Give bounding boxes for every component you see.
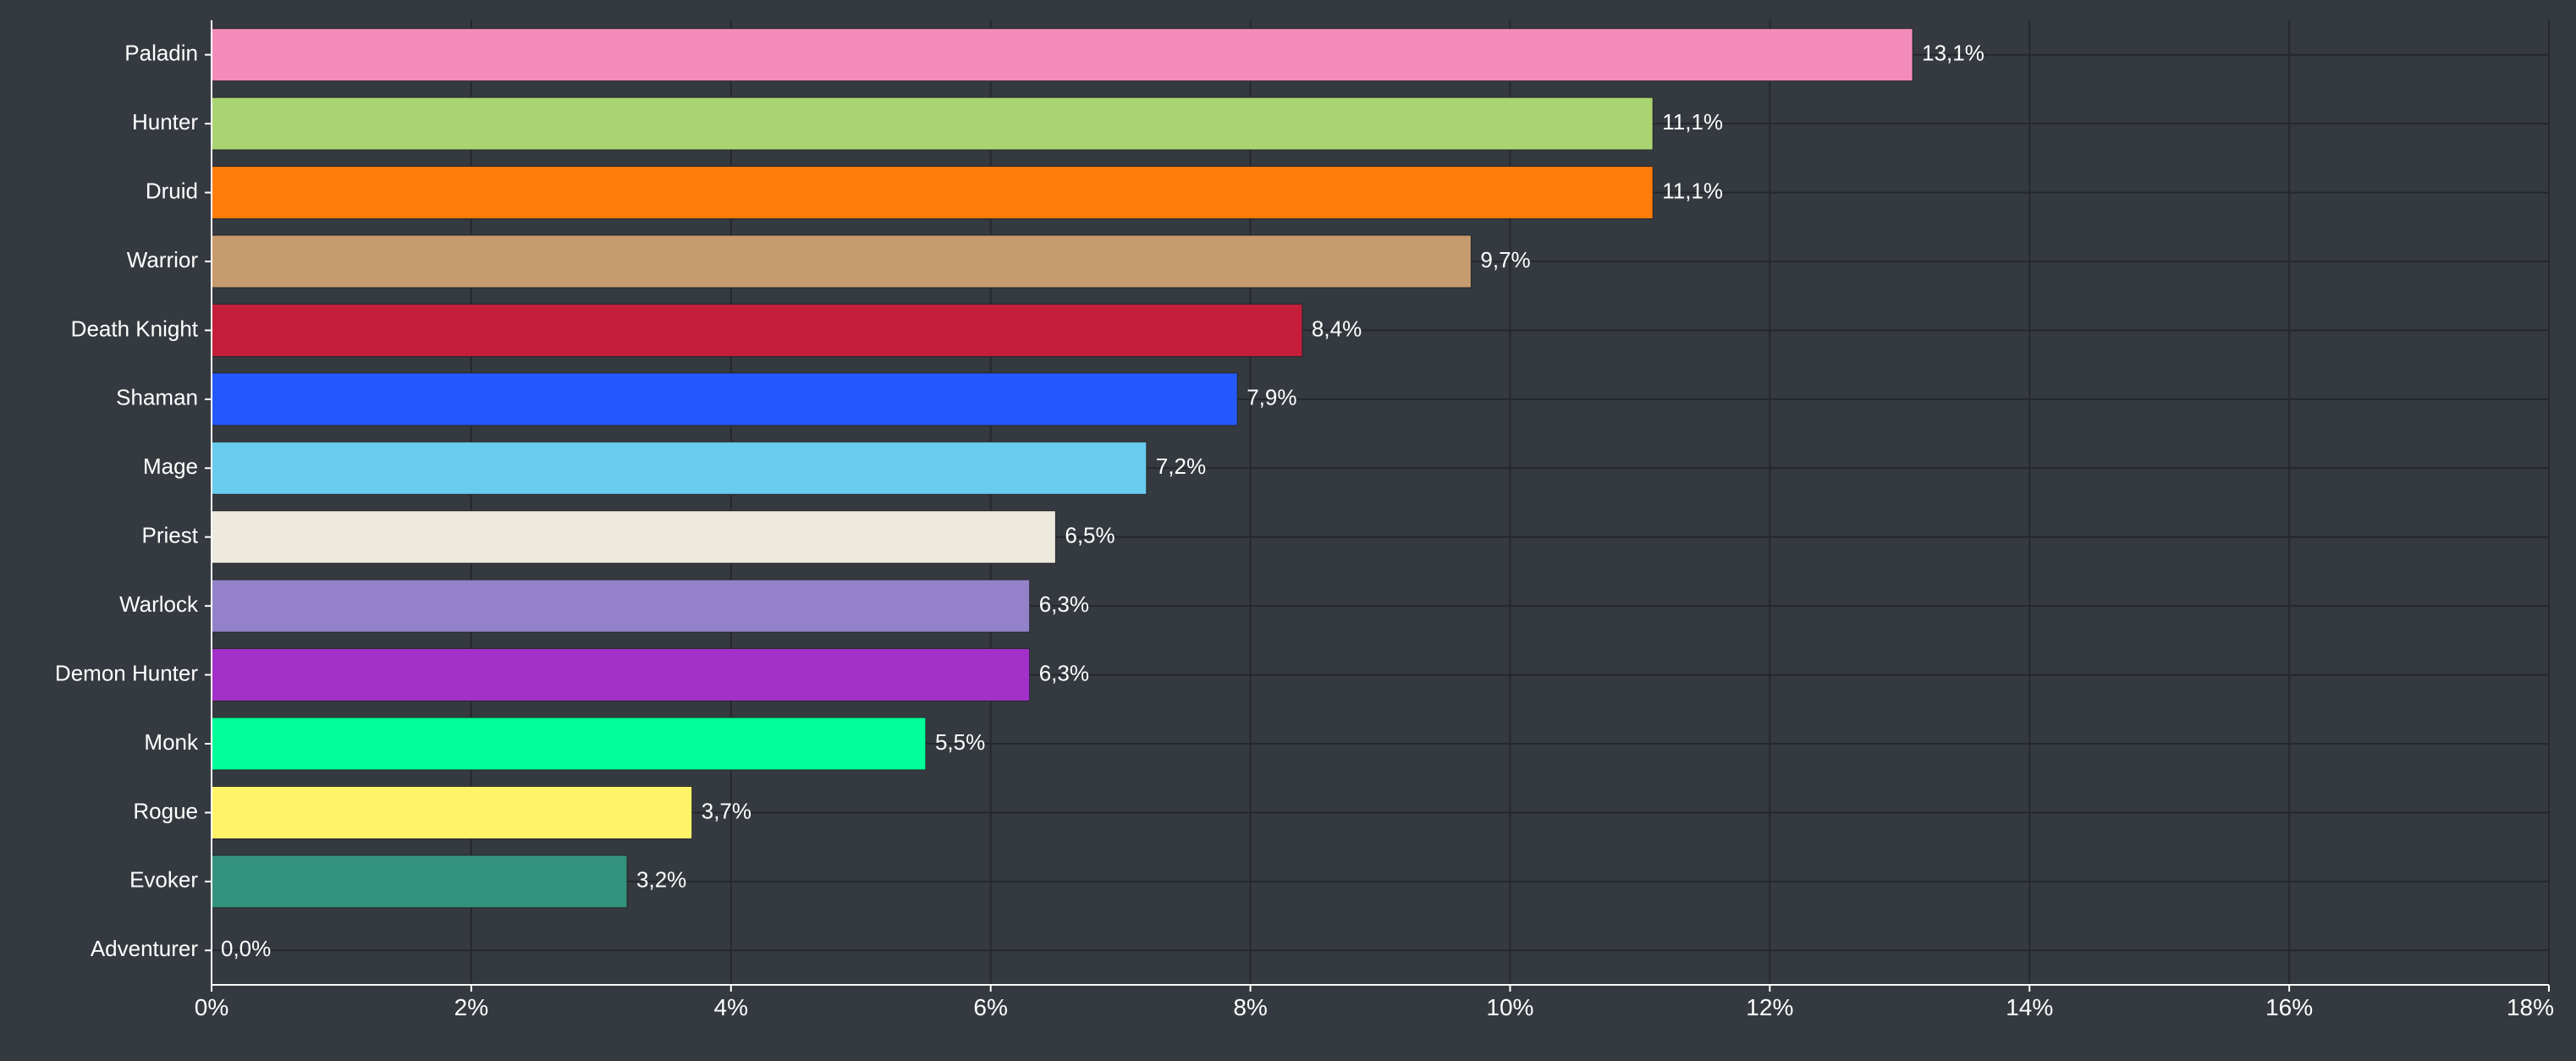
category-label-demon-hunter: Demon Hunter (55, 660, 198, 685)
value-label-mage: 7,2% (1156, 454, 1206, 479)
value-label-warrior: 9,7% (1480, 247, 1530, 272)
category-label-priest: Priest (142, 523, 199, 548)
value-label-warlock: 6,3% (1039, 591, 1089, 617)
category-label-rogue: Rogue (133, 798, 198, 823)
bar-death-knight[interactable] (211, 303, 1303, 357)
category-label-warrior: Warrior (127, 247, 199, 272)
value-label-evoker: 3,2% (636, 867, 686, 893)
bar-demon-hunter[interactable] (211, 648, 1031, 702)
category-label-evoker: Evoker (129, 867, 198, 893)
x-tick-label: 8% (1233, 994, 1267, 1020)
x-tick-label: 18% (2507, 994, 2554, 1020)
labels: Paladin 13,1% Hunter 11,1% Druid 11,1% Warrior… (55, 41, 2554, 1020)
category-label-monk: Monk (144, 729, 199, 755)
x-tick-label: 6% (973, 994, 1007, 1020)
value-label-shaman: 7,9% (1247, 385, 1296, 410)
value-label-hunter: 11,1% (1662, 109, 1723, 135)
category-label-hunter: Hunter (132, 109, 198, 135)
value-label-adventurer: 0,0% (221, 936, 271, 961)
bar-mage[interactable] (211, 441, 1148, 495)
value-label-paladin: 13,1% (1922, 41, 1984, 66)
category-label-warlock: Warlock (119, 591, 199, 617)
bar-rogue[interactable] (211, 785, 693, 839)
bar-druid[interactable] (211, 166, 1654, 220)
bar-monk[interactable] (211, 717, 927, 771)
bar-priest[interactable] (211, 510, 1056, 564)
axes (205, 20, 2550, 992)
x-tick-label: 16% (2265, 994, 2313, 1020)
x-tick-label: 10% (1486, 994, 1533, 1020)
category-label-adventurer: Adventurer (91, 936, 199, 961)
x-tick-label: 14% (2006, 994, 2053, 1020)
category-label-paladin: Paladin (124, 41, 198, 66)
bars (211, 28, 1913, 909)
bar-paladin[interactable] (211, 28, 1913, 82)
bar-warrior[interactable] (211, 234, 1472, 289)
x-tick-label: 2% (454, 994, 488, 1020)
value-label-monk: 5,5% (935, 729, 985, 755)
x-tick-label: 4% (714, 994, 748, 1020)
bar-warlock[interactable] (211, 579, 1031, 633)
x-tick-label: 0% (195, 994, 228, 1020)
bar-evoker[interactable] (211, 855, 628, 909)
category-label-druid: Druid (146, 178, 198, 203)
category-label-death-knight: Death Knight (71, 316, 199, 341)
category-label-mage: Mage (143, 454, 198, 479)
value-label-druid: 11,1% (1662, 178, 1723, 203)
bar-hunter[interactable] (211, 96, 1654, 151)
bar-shaman[interactable] (211, 372, 1238, 426)
value-label-death-knight: 8,4% (1312, 316, 1362, 341)
value-label-rogue: 3,7% (702, 798, 751, 823)
category-label-shaman: Shaman (116, 385, 198, 410)
x-tick-label: 12% (1746, 994, 1793, 1020)
value-label-priest: 6,5% (1065, 523, 1115, 548)
value-label-demon-hunter: 6,3% (1039, 660, 1089, 685)
